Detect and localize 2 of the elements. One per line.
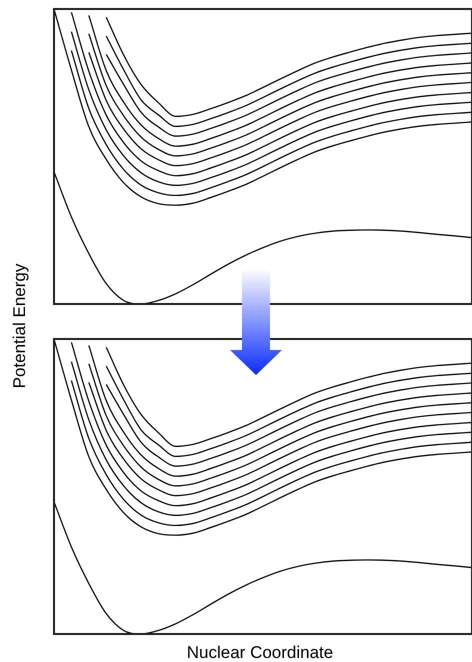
x-axis-title: Nuclear Coordinate	[186, 643, 334, 662]
y-axis-title: Potential Energy	[10, 264, 30, 388]
